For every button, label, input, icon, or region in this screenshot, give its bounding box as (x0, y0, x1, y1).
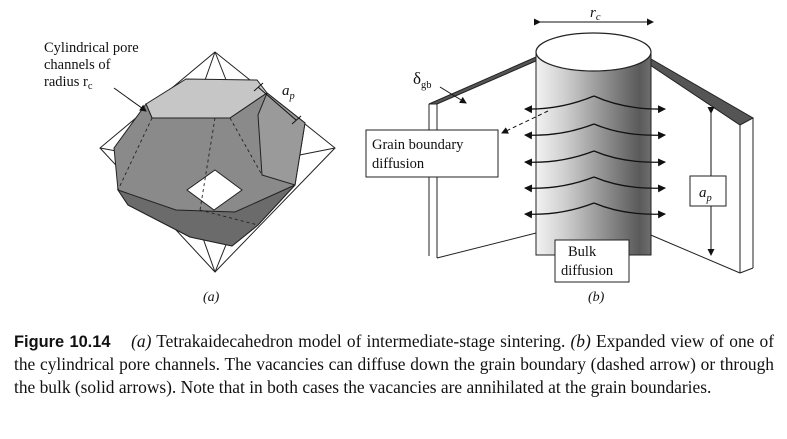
bulk-arrow-left-4 (524, 176, 595, 193)
bulk-arrow-right-3 (593, 150, 666, 167)
panel-b-label: (b) (588, 290, 605, 305)
figure-number: Figure 10.14 (14, 333, 111, 351)
caption-part-a-text: Tetrakaidecahedron model of intermediate… (156, 331, 566, 351)
pore-channel-diagram: rc δgb Grain boundary diffusion ap (365, 5, 755, 305)
ap-label-a: ap (282, 83, 295, 102)
gb-diffusion-dashed-arrow (501, 110, 549, 134)
gb-diffusion-line-2: diffusion (372, 156, 425, 172)
hidden-edges (117, 117, 263, 226)
tetrakaidecahedron-diagram: Cylindrical pore channels of radius rc a… (44, 40, 336, 305)
cylinder-top-ellipse (535, 32, 652, 72)
ap-tick-bottom (291, 115, 302, 125)
bulk-arrow-left-3 (524, 150, 595, 167)
bulk-arrow-right-2 (593, 123, 666, 140)
delta-gb-leader (439, 86, 467, 104)
bulk-arrow-right-1 (593, 95, 666, 114)
tetrakaidecahedron-faces (113, 78, 306, 247)
bulk-diffusion-box (554, 239, 630, 283)
bulk-arrow-left-5 (524, 202, 595, 219)
caption-part-b-text: Expanded view of one of the cylindrical … (14, 331, 775, 397)
pore-cylinder (535, 51, 652, 256)
rc-label: rc (590, 5, 601, 23)
bulk-diffusion-line-2: diffusion (561, 263, 614, 279)
bulk-arrow-right-4 (593, 176, 666, 193)
panel-a-label: (a) (203, 290, 220, 305)
bulk-diffusion-line-1: Bulk (568, 244, 597, 260)
pore-label-line-1: Cylindrical pore (44, 40, 139, 56)
ap-dimension-line (257, 86, 297, 121)
pore-label-line-3: radius rc (44, 74, 93, 92)
gb-diffusion-line-1: Grain boundary (372, 137, 464, 153)
pore-label-leader (113, 87, 147, 112)
ap-tick-top (253, 82, 264, 92)
right-wall-top-edge (639, 58, 755, 126)
pore-label-line-2: channels of (44, 57, 111, 73)
bulk-arrow-left-1 (524, 95, 595, 114)
wall-outline (436, 104, 754, 274)
bulk-diffusion-arrows (524, 95, 666, 219)
caption-part-a-tag: (a) (131, 331, 152, 351)
ap-label-b: ap (699, 185, 712, 204)
bulk-arrow-left-2 (524, 123, 595, 140)
bulk-arrow-right-5 (593, 202, 666, 219)
delta-gb-label: δgb (413, 69, 432, 91)
caption-part-b-tag: (b) (570, 331, 591, 351)
gb-diffusion-box (365, 129, 499, 178)
figure-caption: Figure 10.14 (a) Tetrakaidecahedron mode… (14, 330, 774, 398)
left-wall-top-edge (428, 56, 546, 105)
figure-illustration: Cylindrical pore channels of radius rc a… (44, 5, 755, 305)
ap-label-box (689, 175, 727, 207)
